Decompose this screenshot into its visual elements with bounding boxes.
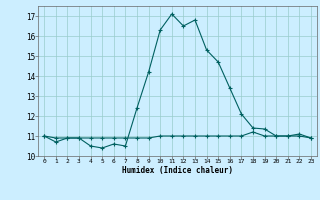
X-axis label: Humidex (Indice chaleur): Humidex (Indice chaleur) bbox=[122, 166, 233, 175]
